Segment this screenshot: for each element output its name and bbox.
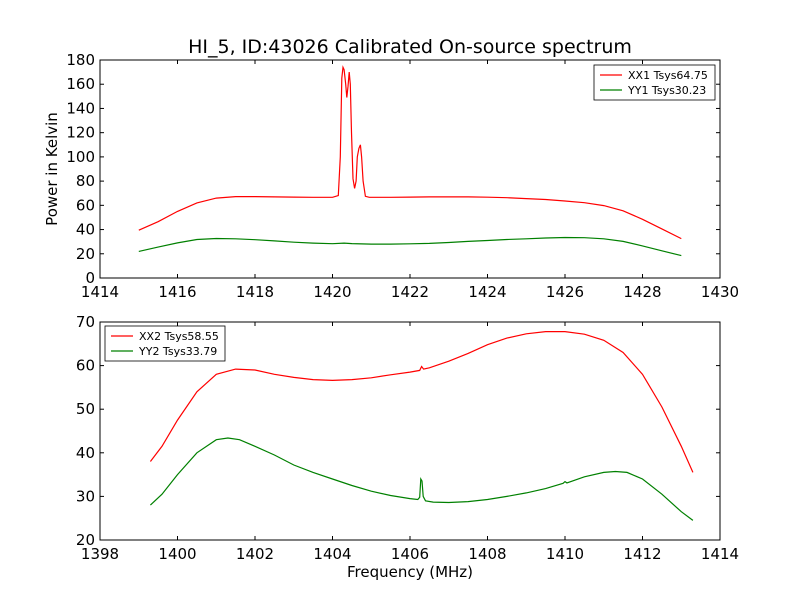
x-tick-label: 1424 (468, 283, 506, 301)
legend-box (593, 64, 716, 101)
x-axis-label: Frequency (MHz) (347, 563, 473, 581)
series-line-1-2 (138, 236, 682, 257)
x-tick-label: 1412 (623, 545, 661, 563)
y-tick-label: 20 (76, 245, 95, 263)
legend: XX2 Tsys58.55 YY2 Tsys33.79 (104, 325, 226, 362)
x-tick-label: 1408 (468, 545, 506, 563)
chart-panel-2: 1398 1400 1402 1404 1406 1408 1410 1412 1414 20 30… (76, 313, 739, 581)
y-tick-label: 80 (76, 172, 95, 190)
legend-label-1: XX1 Tsys64.75 (628, 69, 708, 82)
x-tick-label: 1420 (313, 283, 351, 301)
x-tick-label: 1414 (81, 283, 119, 301)
y-tick-label: 120 (66, 124, 95, 142)
x-tick-label: 1428 (623, 283, 661, 301)
chart-panel-1: 1414 1416 1418 1420 1422 1424 1426 1428 1430 0 20 4… (43, 51, 739, 301)
y-tick-label: 60 (76, 357, 95, 375)
x-tick-label: 1422 (391, 283, 429, 301)
series-line-2-2 (149, 437, 694, 521)
x-tick-label: 1402 (236, 545, 274, 563)
series-line-1-1 (138, 65, 682, 240)
x-tick-label: 1414 (701, 545, 739, 563)
y-tick-label: 180 (66, 51, 95, 69)
x-tick-label: 1418 (236, 283, 274, 301)
chart-title: HI_5, ID:43026 Calibrated On-source spec… (188, 36, 632, 58)
x-tick-label: 1410 (546, 545, 584, 563)
y-tick-label: 20 (76, 531, 95, 549)
legend-box (104, 325, 226, 362)
series-line-2-1 (149, 331, 694, 473)
y-tick-label: 40 (76, 221, 95, 239)
y-tick-label: 50 (76, 400, 95, 418)
legend-label-2: YY1 Tsys30.23 (627, 84, 706, 97)
y-tick-label: 0 (85, 269, 95, 287)
x-tick-label: 1416 (158, 283, 196, 301)
legend-label-1: XX2 Tsys58.55 (139, 330, 219, 343)
y-tick-label: 70 (76, 313, 95, 331)
x-tick-label: 1404 (313, 545, 351, 563)
y-tick-label: 140 (66, 99, 95, 117)
x-tick-label: 1406 (391, 545, 429, 563)
x-tick-label: 1398 (81, 545, 119, 563)
y-tick-label: 40 (76, 444, 95, 462)
legend-label-2: YY2 Tsys33.79 (138, 345, 217, 358)
y-axis-label: Power in Kelvin (43, 112, 61, 226)
y-tick-label: 60 (76, 196, 95, 214)
legend: XX1 Tsys64.75 YY1 Tsys30.23 (593, 64, 716, 101)
plot-area: 1414 1416 1418 1420 1422 1424 1426 1428 1430 0 20 4… (43, 51, 739, 581)
x-tick-label: 1426 (546, 283, 584, 301)
x-tick-label: 1400 (158, 545, 196, 563)
y-tick-label: 160 (66, 75, 95, 93)
y-tick-label: 100 (66, 148, 95, 166)
y-tick-label: 30 (76, 487, 95, 505)
x-tick-label: 1430 (701, 283, 739, 301)
